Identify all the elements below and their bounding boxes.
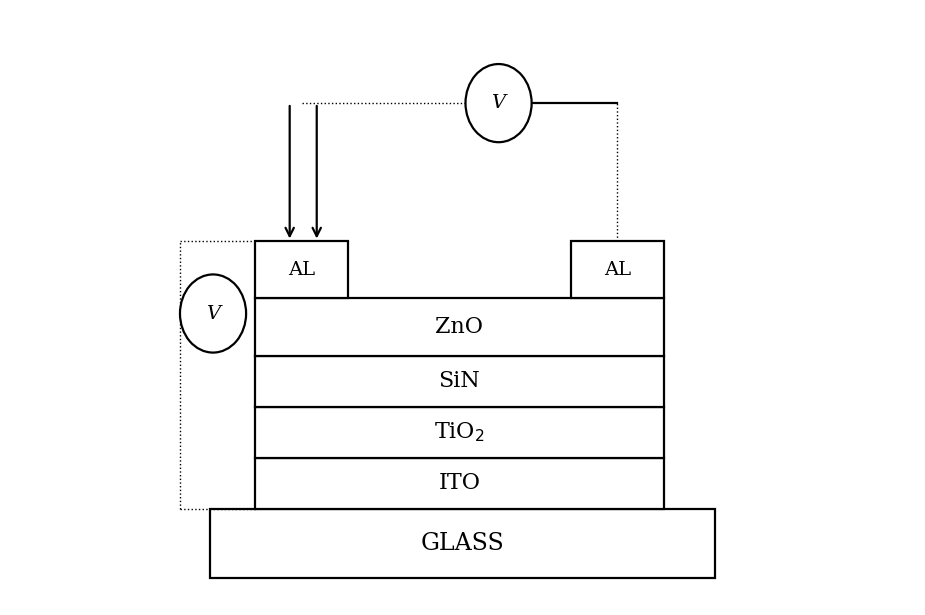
- Bar: [571, 241, 664, 298]
- Bar: [255, 241, 349, 298]
- Ellipse shape: [465, 64, 532, 142]
- Bar: [255, 407, 664, 458]
- Text: GLASS: GLASS: [421, 532, 504, 555]
- Bar: [255, 355, 664, 407]
- Text: V: V: [206, 304, 220, 322]
- Text: ZnO: ZnO: [436, 316, 484, 338]
- Bar: [210, 509, 715, 578]
- Text: ITO: ITO: [438, 472, 480, 494]
- Bar: [255, 458, 664, 509]
- Ellipse shape: [180, 274, 246, 352]
- Text: AL: AL: [604, 261, 631, 279]
- Text: SiN: SiN: [438, 370, 480, 392]
- Text: V: V: [491, 94, 506, 112]
- Bar: [255, 298, 664, 355]
- Text: AL: AL: [289, 261, 315, 279]
- Text: TiO$_2$: TiO$_2$: [434, 421, 485, 444]
